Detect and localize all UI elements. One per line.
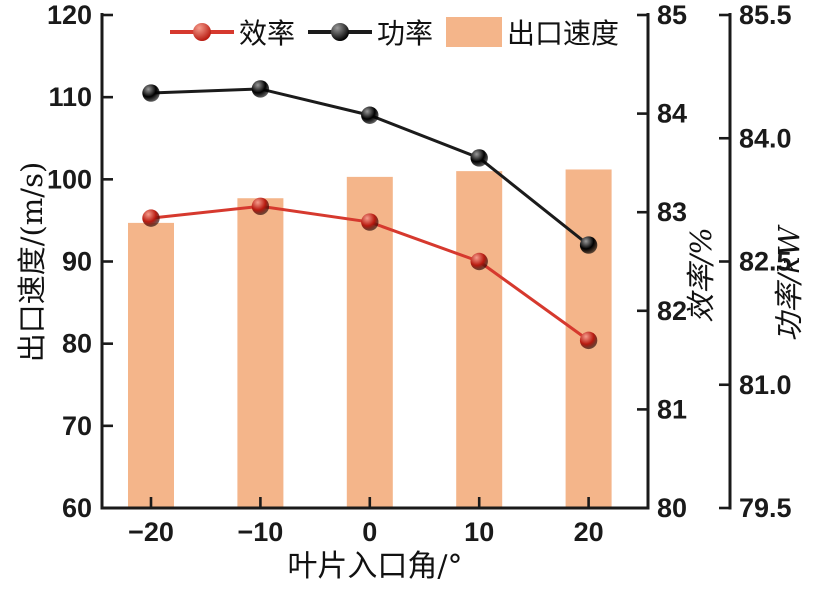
tick-label: 83 [657, 197, 687, 227]
tick-label: 110 [48, 82, 92, 112]
efficiency-line-icon [170, 17, 234, 47]
power-ball-icon [331, 23, 350, 41]
legend-item-power: 功率 [308, 12, 433, 52]
tick-label: 82 [657, 296, 687, 326]
tick-label: 80 [62, 329, 92, 359]
power-series [142, 80, 598, 254]
y-axis-label-power: 功率/kW [772, 226, 806, 342]
y-axis-label-velocity: 出口速度/(m/s) [15, 161, 49, 363]
tick-label: 81.0 [739, 370, 792, 400]
tick-label: 80 [657, 493, 687, 523]
legend-item-outlet-velocity: 出口速度 [446, 12, 619, 52]
x-axis-label: 叶片入口角/° [287, 549, 463, 584]
tick-label: 100 [47, 164, 92, 194]
tick-label: 84.0 [739, 123, 792, 153]
legend-label-outlet-velocity: 出口速度 [507, 17, 620, 50]
outlet-velocity-swatch-icon [446, 17, 503, 47]
tick-label: 85.5 [739, 0, 792, 30]
legend-item-efficiency: 效率 [170, 12, 295, 52]
efficiency-series [142, 197, 598, 350]
tick-label: 90 [62, 247, 92, 277]
efficiency-series-point [470, 252, 488, 271]
power-series-point [361, 106, 379, 124]
efficiency-ball-icon [193, 23, 211, 41]
y-axis-label-efficiency: 效率/% [684, 227, 718, 323]
efficiency-series-point [579, 331, 598, 350]
power-series-point [470, 149, 488, 167]
ticks-group [102, 13, 730, 510]
tick-label: 60 [62, 493, 92, 523]
tick-label: 70 [62, 411, 92, 441]
power-series-point [579, 236, 598, 254]
tick-label: 20 [574, 517, 604, 547]
efficiency-series-point [142, 209, 160, 227]
tick-label: 10 [464, 517, 494, 547]
legend-label-efficiency: 效率 [239, 17, 296, 50]
bar-outlet-velocity [456, 171, 503, 508]
legend-label-power: 功率 [377, 17, 434, 50]
efficiency-series-point [251, 197, 270, 215]
efficiency-series-point [361, 213, 379, 231]
power-series-point [251, 80, 270, 98]
axes-group [100, 13, 732, 510]
tick-label: 120 [47, 0, 92, 30]
bar-outlet-velocity [128, 222, 174, 509]
tick-label: 81 [657, 394, 687, 424]
tick-label: 0 [362, 517, 377, 547]
tick-label: 82.5 [739, 247, 792, 277]
bar-outlet-velocity [237, 198, 284, 508]
power-series-point [142, 84, 160, 102]
tick-label: 84 [657, 99, 687, 129]
bar-outlet-velocity [346, 176, 393, 508]
tick-label: −20 [128, 517, 174, 547]
tick-label: −10 [237, 517, 283, 547]
power-line-icon [308, 17, 373, 47]
tick-labels-group: 6070809010011012080818283848579.581.082.… [47, 0, 792, 547]
tick-label: 79.5 [739, 493, 792, 523]
tick-label: 85 [657, 0, 687, 30]
chart-legend: 效率 功率 出口速度 [170, 14, 619, 50]
